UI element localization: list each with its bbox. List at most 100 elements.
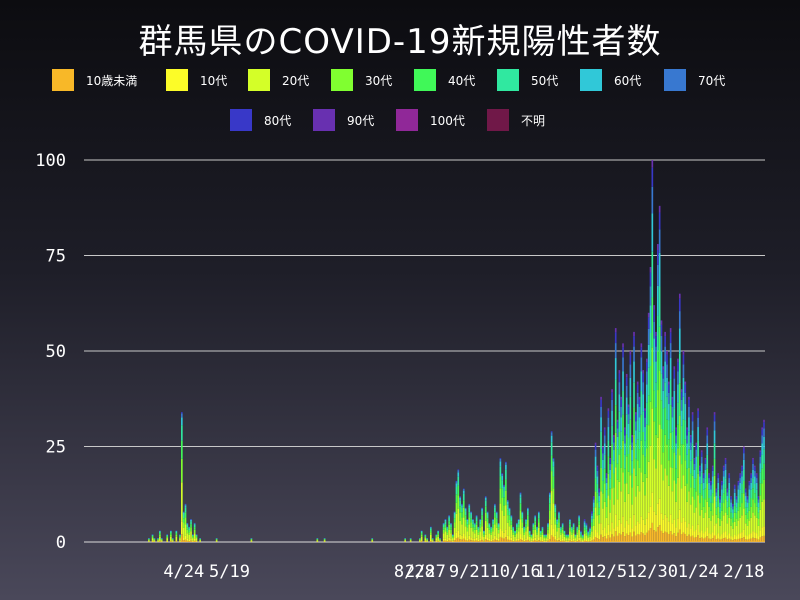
bar-segment [600, 399, 602, 407]
bar-segment [175, 540, 178, 542]
bar-segment [505, 469, 507, 480]
bar-segment [451, 540, 454, 542]
bar-segment [153, 539, 156, 541]
bar-segment [250, 539, 253, 540]
bar-segment [724, 469, 727, 479]
bar-segment [761, 468, 763, 484]
bar-segment [437, 533, 439, 535]
bar-segment [616, 449, 619, 464]
bar-segment [488, 538, 491, 541]
bar-segment [598, 489, 601, 493]
bar-segment [505, 462, 507, 465]
bar-segment [653, 309, 655, 322]
bar-segment [541, 530, 544, 533]
bar-segment [677, 371, 679, 385]
bar-segment [479, 540, 482, 542]
bar-segment [190, 524, 192, 528]
bar-segment [159, 531, 161, 534]
bar-segment [667, 392, 670, 405]
bar-segment [468, 535, 471, 540]
bar-segment [572, 538, 575, 541]
bar-segment [554, 504, 557, 506]
bar-segment [585, 532, 588, 536]
bar-segment [188, 530, 190, 533]
bar-segment [534, 521, 536, 525]
bar-segment [581, 535, 584, 537]
legend-swatch [497, 69, 519, 91]
bar-segment [757, 525, 760, 537]
bar-segment [459, 497, 461, 501]
bar-segment [631, 450, 634, 461]
bar-segment [722, 470, 725, 477]
bar-segment [559, 539, 562, 542]
bar-segment [182, 518, 185, 523]
bar-segment [750, 474, 752, 479]
bar-segment [486, 527, 489, 538]
bar-segment [532, 527, 535, 530]
bar-segment [713, 412, 716, 415]
bar-segment [570, 539, 573, 542]
bar-segment [519, 492, 522, 495]
bar-segment [602, 446, 604, 449]
bar-segment [475, 521, 478, 525]
bar-segment [677, 532, 679, 542]
bar-segment [497, 533, 500, 539]
bar-segment [481, 536, 483, 540]
bar-segment [713, 421, 716, 431]
bar-segment [170, 531, 172, 532]
bar-segment [719, 518, 721, 526]
bar-segment [614, 379, 617, 406]
bar-segment [574, 540, 577, 542]
bar-segment [596, 538, 599, 542]
bar-segment [539, 541, 542, 542]
bar-segment [453, 527, 456, 538]
y-tick-label: 75 [46, 247, 66, 267]
bar-segment [702, 517, 705, 534]
bar-segment [181, 413, 183, 418]
bar-segment [609, 531, 612, 538]
bar-segment [739, 517, 742, 534]
bar-segment [624, 427, 626, 430]
bar-segment [761, 427, 763, 430]
bar-segment [181, 482, 183, 522]
bar-segment [565, 537, 568, 539]
bar-segment [695, 529, 698, 538]
bar-segment [193, 524, 196, 528]
bar-segment [710, 534, 712, 539]
bar-segment [726, 514, 729, 524]
bar-segment [602, 508, 604, 530]
bar-segment [525, 520, 527, 522]
bar-segment [587, 531, 590, 533]
bar-segment [636, 404, 639, 421]
bar-segment [580, 532, 582, 534]
bar-segment [735, 496, 738, 498]
bar-segment [578, 515, 580, 517]
bar-segment [527, 526, 529, 537]
bar-segment [702, 538, 705, 542]
bar-segment [583, 522, 586, 525]
bar-segment [581, 539, 584, 542]
bar-segment [702, 482, 705, 490]
bar-segment [658, 286, 661, 327]
bar-segment [492, 531, 494, 539]
bar-segment [609, 457, 612, 460]
bar-segment [559, 532, 562, 535]
bar-segment [175, 534, 178, 537]
bar-segment [697, 495, 699, 525]
bar-segment [699, 503, 701, 516]
bar-segment [673, 452, 676, 481]
bar-segment [503, 497, 505, 506]
bar-segment [468, 505, 471, 508]
bar-segment [437, 536, 439, 541]
bar-segment [538, 527, 540, 538]
bar-segment [635, 430, 637, 444]
bar-segment [699, 476, 701, 484]
bar-segment [717, 533, 720, 539]
bar-segment [737, 502, 740, 511]
bar-segment [592, 536, 595, 540]
bar-segment [688, 449, 690, 468]
bar-segment [635, 421, 637, 431]
bar-segment [658, 252, 661, 287]
bar-segment [660, 320, 663, 325]
bar-segment [708, 506, 710, 518]
